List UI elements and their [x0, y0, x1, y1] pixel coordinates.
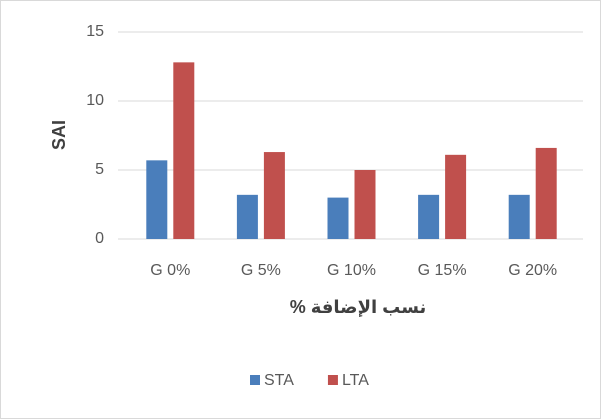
x-tick-label: G 0% — [150, 262, 190, 279]
bar — [327, 197, 349, 239]
legend-label: STA — [264, 372, 294, 389]
bar — [173, 62, 195, 239]
bar — [263, 152, 285, 239]
x-tick-label: G 15% — [418, 262, 467, 279]
x-tick-label: G 5% — [241, 262, 281, 279]
y-tick-label: 5 — [95, 161, 104, 178]
x-tick-label: G 10% — [327, 262, 376, 279]
y-tick-label: 15 — [86, 23, 104, 40]
legend-label: LTA — [342, 372, 369, 389]
bar — [236, 194, 258, 239]
bar — [508, 194, 530, 239]
bar — [445, 154, 467, 239]
x-axis-label: نسب الإضافة % — [290, 297, 427, 317]
bar — [354, 170, 376, 239]
legend-swatch — [327, 375, 338, 385]
x-tick-label: G 20% — [508, 262, 557, 279]
y-axis-label: SAI — [49, 120, 69, 150]
legend-swatch — [250, 375, 260, 385]
y-tick-label: 10 — [86, 92, 104, 109]
y-tick-label: 0 — [95, 230, 104, 247]
bar — [418, 194, 440, 239]
bar — [146, 160, 168, 239]
bar — [535, 147, 557, 239]
